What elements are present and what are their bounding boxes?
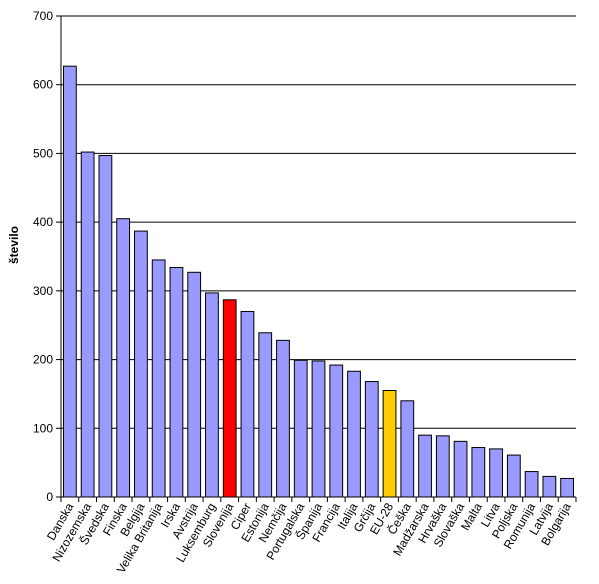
y-tick-label: 100 — [33, 421, 53, 435]
bar-malta — [471, 447, 486, 498]
bar-estonija — [258, 332, 273, 498]
bar-irska — [169, 266, 184, 498]
y-tick-label: 700 — [33, 9, 53, 23]
bar-češka — [400, 400, 415, 498]
x-tick-labels: DanskaNizozemskaŠvedskaFinskaBelgijaVeli… — [44, 497, 577, 576]
bar-bolgarija — [560, 477, 575, 498]
bar-avstrija — [187, 271, 202, 498]
bar-eu-28 — [382, 389, 397, 498]
bar-grčija — [364, 381, 379, 498]
y-tick-label: 200 — [33, 353, 53, 367]
bar-hrvaška — [435, 435, 450, 498]
bar-velika-britanija — [151, 259, 166, 498]
bar-slovaška — [453, 440, 468, 498]
bar-belgija — [134, 230, 148, 498]
bar-finska — [116, 218, 131, 498]
bar-litva — [489, 448, 503, 498]
y-tick-label: 400 — [33, 215, 53, 229]
bar-ciper — [240, 310, 255, 498]
axes — [60, 16, 576, 498]
bar-italija — [347, 370, 361, 498]
bar-švedska — [98, 154, 113, 498]
bar-latvija — [542, 475, 557, 498]
bar-poljska — [506, 454, 521, 498]
bar-nemčija — [276, 339, 290, 498]
y-tick-labels: 0 100 200 300 400 500 600 700 — [33, 9, 53, 504]
y-tick-label: 300 — [33, 284, 53, 298]
bar-portugalska — [293, 359, 308, 498]
y-tick-label: 500 — [33, 146, 53, 160]
y-axis-title: število — [7, 226, 21, 264]
bar-francija — [329, 364, 344, 498]
bar-španija — [311, 360, 326, 498]
bar-nizozemska — [80, 151, 95, 498]
bar-madžarska — [418, 434, 432, 498]
bar-luksemburg — [205, 292, 219, 498]
bars — [62, 65, 575, 498]
bar-danska — [62, 65, 77, 498]
bar-romunija — [524, 471, 539, 498]
bar-slovenija — [222, 299, 237, 498]
y-tick-label: 0 — [46, 490, 53, 504]
y-tick-label: 600 — [33, 78, 53, 92]
